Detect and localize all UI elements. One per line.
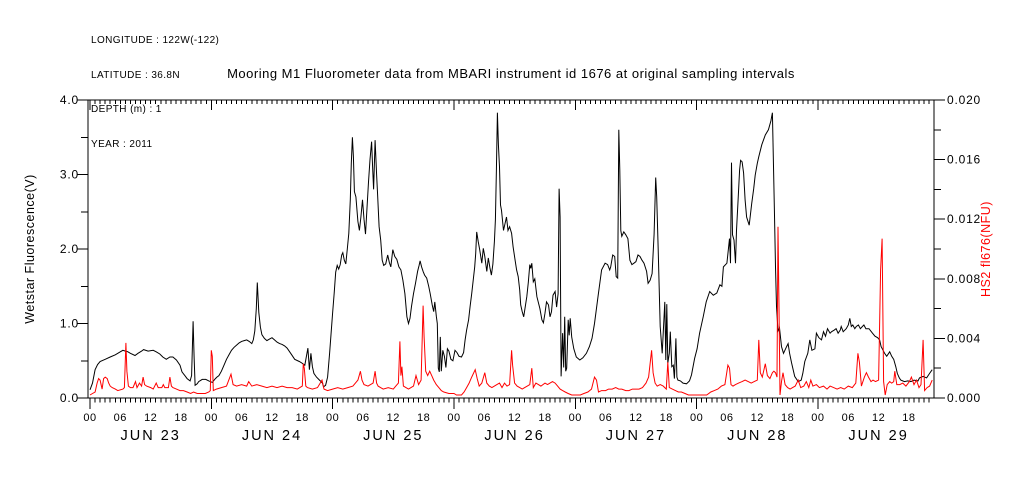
y-right-tick-label: 0.012 — [947, 212, 981, 226]
x-hour-label: 12 — [629, 412, 642, 424]
x-day-label: JUN 24 — [242, 428, 302, 444]
x-hour-label: 06 — [478, 412, 491, 424]
y-left-tick-label: 0.0 — [60, 391, 79, 405]
y-right-axis-label: HS2 fl676(NFU) — [979, 201, 993, 297]
x-hour-label: 00 — [447, 412, 460, 424]
x-hour-label: 06 — [599, 412, 612, 424]
x-hour-label: 12 — [144, 412, 157, 424]
y-left-tick-label: 3.0 — [60, 168, 79, 182]
chart-title: Mooring M1 Fluorometer data from MBARI i… — [227, 66, 795, 81]
y-left-tick-label: 1.0 — [60, 317, 79, 331]
x-hour-label: 06 — [235, 412, 248, 424]
station-metadata: LONGITUDE : 122W(-122) LATITUDE : 36.8N … — [91, 12, 219, 173]
x-hour-label: 18 — [296, 412, 309, 424]
y-right-tick-label: 0.008 — [947, 272, 981, 286]
x-hour-label: 00 — [569, 412, 582, 424]
x-hour-label: 12 — [265, 412, 278, 424]
x-hour-label: 00 — [690, 412, 703, 424]
y-right-tick-label: 0.020 — [947, 93, 981, 107]
x-day-label: JUN 23 — [121, 428, 181, 444]
x-hour-label: 12 — [872, 412, 885, 424]
metadata-year: YEAR : 2011 — [91, 138, 153, 150]
x-hour-label: 18 — [781, 412, 794, 424]
x-hour-label: 06 — [720, 412, 733, 424]
x-day-label: JUN 27 — [606, 428, 666, 444]
x-hour-label: 00 — [811, 412, 824, 424]
plot-frame — [87, 99, 935, 399]
y-right-tick-label: 0.016 — [947, 153, 981, 167]
y-left-tick-label: 4.0 — [60, 93, 79, 107]
x-hour-label: 00 — [326, 412, 339, 424]
x-hour-label: 06 — [842, 412, 855, 424]
x-hour-label: 12 — [751, 412, 764, 424]
x-hour-label: 18 — [538, 412, 551, 424]
hs2-series-line — [89, 226, 933, 396]
x-hour-label: 18 — [174, 412, 187, 424]
metadata-depth: DEPTH (m) : 1 — [91, 104, 162, 115]
y-left-axis-label: Wetstar Fluorescence(V) — [23, 174, 37, 324]
x-day-label: JUN 29 — [848, 428, 908, 444]
x-hour-label: 18 — [417, 412, 430, 424]
x-hour-label: 00 — [83, 412, 96, 424]
y-left-tick-label: 2.0 — [60, 242, 79, 256]
x-hour-label: 12 — [387, 412, 400, 424]
y-right-tick-label: 0.000 — [947, 391, 981, 405]
x-day-label: JUN 26 — [484, 428, 544, 444]
x-hour-label: 18 — [902, 412, 915, 424]
metadata-latitude: LATITUDE : 36.8N — [91, 69, 181, 81]
wetstar-series-line — [89, 112, 933, 390]
x-hour-label: 12 — [508, 412, 521, 424]
x-hour-label: 06 — [114, 412, 127, 424]
x-hour-label: 06 — [356, 412, 369, 424]
metadata-longitude: LONGITUDE : 122W(-122) — [91, 35, 220, 46]
x-day-label: JUN 25 — [363, 428, 423, 444]
x-hour-label: 18 — [660, 412, 673, 424]
y-right-tick-label: 0.004 — [947, 331, 981, 345]
x-hour-label: 00 — [205, 412, 218, 424]
x-day-label: JUN 28 — [727, 428, 787, 444]
